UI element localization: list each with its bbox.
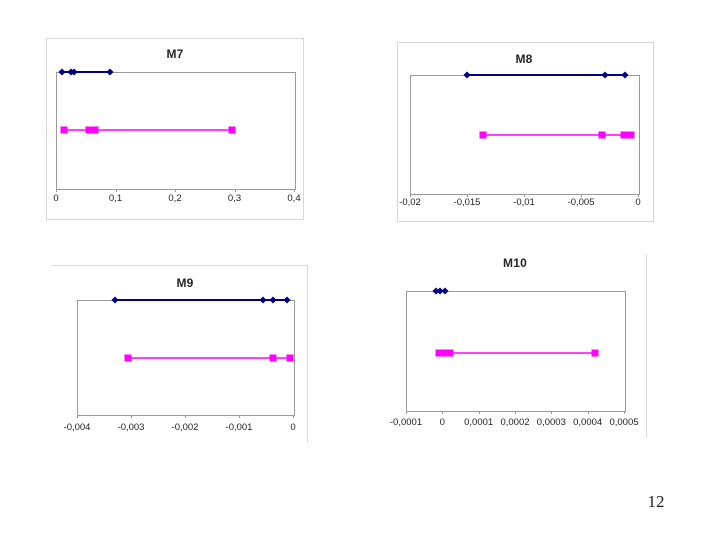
- x-tick-mark: [587, 411, 589, 414]
- data-point-square: [446, 349, 454, 357]
- x-tick-label: -0,004: [63, 422, 91, 433]
- x-tick-label: -0,02: [399, 197, 421, 208]
- x-tick-label: 0,0004: [573, 417, 603, 428]
- x-tick-label: 0: [439, 417, 445, 428]
- data-point-square: [440, 349, 448, 357]
- x-tick-mark: [77, 415, 78, 418]
- series-line-lower-magenta-squares: [128, 357, 290, 359]
- data-point-square: [269, 354, 277, 362]
- x-tick-mark: [467, 194, 468, 197]
- x-tick-label: 0: [635, 197, 641, 208]
- data-point-square: [620, 131, 628, 139]
- x-tick-mark: [551, 411, 553, 414]
- x-tick-mark: [234, 189, 236, 192]
- x-tick-label: -0,001: [225, 422, 253, 433]
- data-point-square: [91, 126, 99, 134]
- x-tick-mark: [581, 194, 582, 197]
- x-tick-label: 0,0002: [500, 417, 530, 428]
- x-tick-mark: [239, 415, 240, 418]
- chart-title: M8: [515, 52, 533, 66]
- x-tick-mark: [410, 194, 411, 197]
- x-tick-label: 0,1: [108, 193, 123, 204]
- x-tick-label: 0,3: [227, 193, 242, 204]
- series-line-upper-navy-diamonds: [467, 74, 626, 76]
- x-tick-mark: [185, 415, 186, 418]
- chart-m8: M8 -0,02 -0,015 -0,01 -0,005 0: [397, 42, 654, 222]
- data-point-square: [286, 354, 294, 362]
- x-tick-label: -0,01: [513, 197, 535, 208]
- data-point-square: [627, 131, 635, 139]
- x-tick-label: 0,0001: [464, 417, 494, 428]
- data-point-square: [591, 349, 599, 357]
- data-point-square: [228, 126, 236, 134]
- data-point-square: [435, 349, 443, 357]
- data-point-square: [479, 131, 487, 139]
- series-line-lower-magenta-squares: [482, 134, 632, 136]
- chart-title: M10: [503, 256, 527, 270]
- x-tick-mark: [175, 189, 176, 192]
- x-tick-label: 0: [290, 422, 296, 433]
- chart-m7: M7 0 0,1 0,2 0,3 0,4: [46, 38, 304, 220]
- chart-title: M9: [176, 276, 194, 290]
- x-tick-mark: [406, 411, 407, 414]
- chart-m10: M10 -0,0001 0 0,0001 0,0002 0,0003 0,0004 0,000…: [390, 255, 647, 437]
- series-line-upper-navy-diamonds: [114, 299, 288, 301]
- x-tick-label: -0,002: [171, 422, 199, 433]
- x-tick-mark: [638, 194, 639, 197]
- x-tick-label: -0,005: [567, 197, 595, 208]
- x-tick-mark: [515, 411, 516, 414]
- x-tick-label: -0,003: [117, 422, 145, 433]
- x-tick-label: 0,0005: [609, 417, 639, 428]
- x-tick-mark: [115, 189, 117, 192]
- data-point-square: [598, 131, 606, 139]
- x-tick-mark: [56, 189, 57, 192]
- x-tick-mark: [478, 411, 480, 414]
- series-line-lower-magenta-squares: [438, 352, 595, 354]
- chart-m9: M9 -0,004 -0,003 -0,002 -0,001 0: [52, 265, 308, 443]
- data-point-square: [124, 354, 132, 362]
- series-line-upper-navy-diamonds: [61, 71, 110, 73]
- page-number: 12: [647, 492, 665, 511]
- x-tick-label: 0: [53, 193, 59, 204]
- x-tick-label: -0,0001: [389, 417, 423, 428]
- x-tick-mark: [524, 194, 525, 197]
- x-tick-mark: [294, 189, 295, 192]
- x-tick-label: 0,4: [287, 193, 301, 204]
- x-tick-label: 0,0003: [536, 417, 566, 428]
- x-tick-label: 0,2: [168, 193, 182, 204]
- x-tick-mark: [624, 411, 625, 414]
- chart-title: M7: [166, 47, 184, 61]
- x-tick-label: -0,015: [453, 197, 481, 208]
- x-tick-mark: [131, 415, 132, 418]
- x-tick-mark: [442, 411, 444, 414]
- x-tick-mark: [293, 415, 294, 418]
- series-line-lower-magenta-squares: [63, 129, 232, 131]
- data-point-square: [60, 126, 68, 134]
